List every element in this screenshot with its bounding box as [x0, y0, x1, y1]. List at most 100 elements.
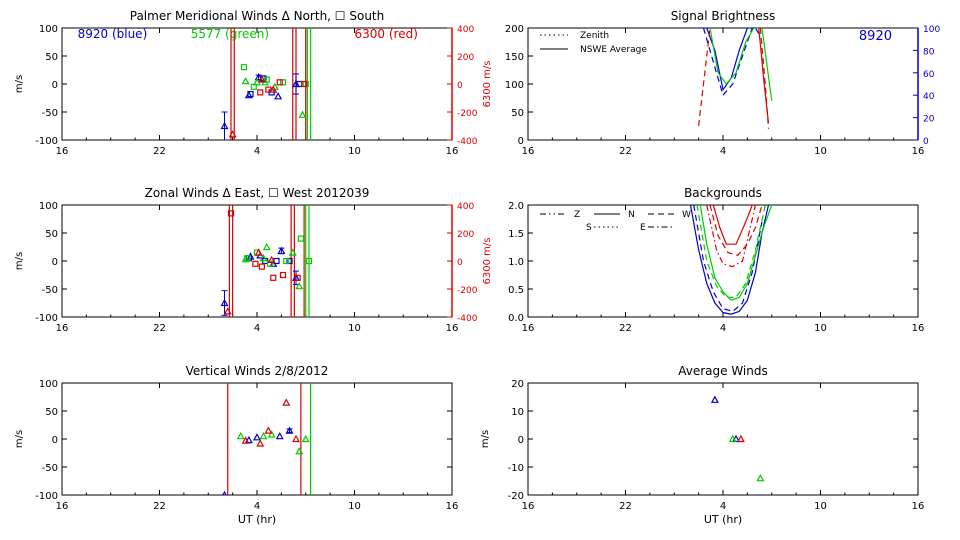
legend-label: 8920 (blue) [78, 27, 148, 41]
y2-tick-label: -200 [457, 286, 478, 296]
x-tick-label: 16 [56, 501, 69, 512]
y-tick-label: 10 [511, 407, 524, 418]
chart-title: Zonal Winds Δ East, ☐ West 2012039 [145, 186, 370, 200]
data-point-triangle [295, 447, 304, 455]
chart-title: Average Winds [678, 364, 768, 378]
data-point-triangle [291, 434, 301, 443]
y2-tick-label: -200 [457, 109, 478, 119]
data-point-square [257, 89, 264, 96]
data-point-triangle [259, 253, 268, 262]
chart-average: Average Winds 16 22 4 10 16 20 10 0 -10 -20 m/s UT (… [480, 364, 924, 526]
x-tick-label: 22 [619, 501, 632, 512]
x-tick-label: 16 [522, 501, 535, 512]
data-point-triangle [298, 110, 307, 118]
data-point-square [294, 274, 301, 281]
data-point-triangle [257, 75, 266, 83]
y2-tick-label: 400 [457, 202, 474, 212]
data-point-square [276, 79, 283, 86]
data-point-square [250, 83, 257, 90]
series-line [706, 28, 760, 92]
data-point-square [252, 260, 259, 267]
y-axis-label: m/s [14, 430, 25, 448]
y2-tick-label: 100 [923, 25, 940, 35]
data-point-triangle [236, 431, 245, 440]
x-tick-label: 10 [348, 323, 361, 334]
y-tick-label: -50 [42, 285, 58, 296]
x-tick-label: 4 [720, 323, 726, 334]
data-point-triangle [736, 434, 745, 443]
legend-label: E [640, 223, 646, 233]
y-tick-label: 100 [39, 201, 58, 212]
data-point-square [297, 235, 304, 242]
data-point-square [266, 260, 274, 267]
data-point-triangle [220, 121, 229, 130]
y-tick-label: -100 [35, 136, 58, 147]
x-tick-label: 16 [446, 501, 459, 512]
data-point-triangle [274, 92, 283, 100]
data-point-triangle [259, 431, 268, 440]
data-point-square [244, 255, 251, 262]
data-point-triangle [267, 255, 276, 263]
y-tick-label: 0 [52, 80, 58, 91]
legend-label: Zenith [580, 31, 609, 41]
y2-tick-label: -400 [457, 137, 478, 147]
data-point-triangle [244, 90, 253, 99]
chart-zonal: Zonal Winds Δ East, ☐ West 2012039 16 22 4 1… [14, 186, 493, 334]
chart-title: Vertical Winds 2/8/2012 [186, 364, 329, 378]
y-tick-label: 0.0 [508, 313, 524, 324]
x-tick-label: 4 [720, 501, 726, 512]
chart-title: Signal Brightness [671, 9, 776, 23]
legend-label: 6300 (red) [355, 27, 418, 41]
series-line [698, 28, 711, 127]
legend-label: S [586, 223, 592, 233]
x-tick-label: 16 [446, 323, 459, 334]
y2-axis-label: 6300 m/s [482, 61, 493, 108]
data-point-triangle [241, 436, 250, 444]
data-point-triangle [288, 248, 297, 256]
y-tick-label: -50 [42, 108, 58, 119]
data-point-triangle [269, 85, 278, 93]
data-point-triangle [282, 398, 291, 406]
y-axis-label: m/s [480, 430, 491, 448]
data-point-triangle [241, 76, 250, 85]
data-point-square [301, 80, 308, 88]
plot-frame [527, 204, 919, 318]
chart-title: Palmer Meridional Winds Δ North, ☐ South [130, 9, 385, 23]
data-point-triangle [710, 395, 719, 403]
x-axis-label: UT (hr) [704, 513, 742, 526]
data-point-triangle [756, 473, 765, 482]
x-tick-label: 10 [348, 146, 361, 157]
data-point-triangle [291, 79, 301, 88]
y-tick-label: 200 [505, 24, 524, 35]
data-point-triangle [267, 430, 276, 438]
series-line [689, 205, 770, 315]
y-tick-label: -10 [508, 463, 524, 474]
data-point-square [270, 274, 277, 281]
y-axis-label: m/s [14, 252, 25, 270]
data-point-triangle [275, 431, 284, 440]
data-point-triangle [285, 426, 294, 434]
data-layer [689, 205, 773, 315]
data-point-triangle [254, 248, 263, 256]
data-point-square [279, 79, 287, 86]
legend-label: N [628, 210, 635, 220]
series-line [696, 205, 766, 298]
series-line [712, 205, 753, 245]
y-tick-label: 0 [52, 435, 58, 446]
y-tick-label: -20 [508, 491, 524, 502]
data-point-square [305, 257, 313, 265]
data-point-triangle [223, 307, 232, 315]
data-point-triangle [728, 434, 737, 443]
y2-tick-label: 20 [923, 115, 935, 125]
data-point-square [283, 257, 290, 265]
plot-frame [527, 382, 919, 496]
y2-tick-label: 0 [457, 258, 463, 268]
y-tick-label: 50 [45, 52, 58, 63]
x-tick-label: 22 [619, 323, 632, 334]
chart-meridional: Palmer Meridional Winds Δ North, ☐ South… [14, 9, 493, 157]
plot-frame [61, 382, 453, 496]
y-tick-label: 50 [511, 108, 524, 119]
data-layer [710, 395, 765, 482]
x-tick-label: 22 [153, 146, 166, 157]
